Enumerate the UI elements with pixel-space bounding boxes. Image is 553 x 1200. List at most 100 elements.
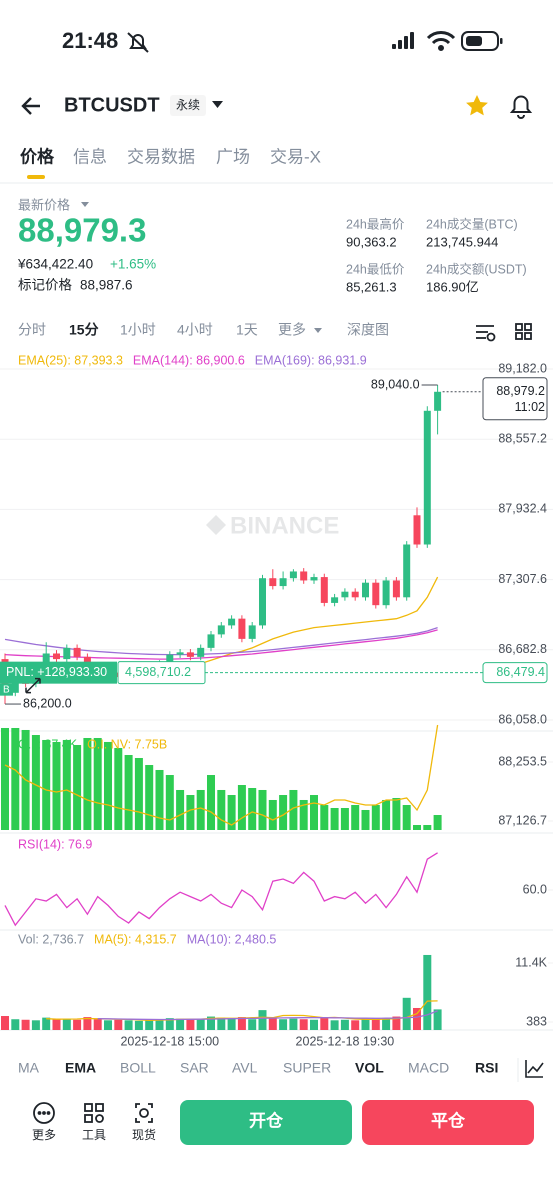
tab[interactable]: 交易-X: [270, 147, 321, 166]
bar: [248, 787, 257, 830]
candle-body: [434, 391, 442, 411]
candle-body: [248, 625, 256, 639]
indicator-tab[interactable]: MA: [18, 1060, 40, 1076]
indicator-tab[interactable]: SUPER: [283, 1060, 331, 1076]
indicator-tab[interactable]: BOLL: [120, 1060, 156, 1076]
interval-option[interactable]: 分时: [18, 322, 46, 338]
candle-body: [423, 410, 431, 545]
candle-body: [413, 515, 421, 545]
extreme-label: 89,040.0: [371, 377, 420, 391]
interval-option[interactable]: 更多: [278, 322, 306, 338]
indicator-tab[interactable]: RSI: [475, 1060, 498, 1076]
back-button[interactable]: [21, 97, 40, 115]
y-tick-label: 87,932.4: [498, 502, 547, 516]
y-tick-label: 87,307.6: [498, 572, 547, 586]
bar: [382, 799, 391, 830]
more-caret[interactable]: [314, 328, 322, 333]
bar: [351, 1020, 360, 1030]
bar: [104, 741, 112, 830]
tab[interactable]: 交易数据: [127, 147, 195, 166]
bar: [423, 825, 432, 830]
interval-option[interactable]: 1小时: [120, 322, 156, 338]
open-button-label[interactable]: 开仓: [249, 1110, 284, 1130]
action-label[interactable]: 工具: [82, 1128, 106, 1142]
last-price-tag: [482, 377, 548, 421]
interval-option[interactable]: 15分: [69, 322, 99, 338]
indicator-tab[interactable]: SAR: [180, 1060, 209, 1076]
last-price: 88,979.3: [18, 212, 146, 249]
indicator-tab[interactable]: EMA: [65, 1060, 96, 1076]
candle-body: [289, 571, 297, 579]
candle-body: [238, 618, 246, 639]
mark-price: 88,987.6: [80, 278, 133, 293]
chart-tools[interactable]: [525, 1060, 544, 1078]
bar: [165, 1018, 174, 1030]
candle-body: [217, 625, 225, 635]
y-tick-label: 383: [526, 1014, 547, 1028]
candle-body: [341, 591, 349, 598]
symbol-caret[interactable]: [212, 101, 223, 108]
candle-body: [63, 647, 71, 660]
candle-body: [310, 577, 318, 581]
bar: [227, 795, 236, 830]
layout-button[interactable]: [515, 323, 532, 340]
bar: [145, 1020, 154, 1030]
indicator-settings[interactable]: [476, 325, 496, 342]
tab[interactable]: 信息: [73, 147, 107, 166]
close-button[interactable]: [362, 1100, 534, 1145]
symbol[interactable]: BTCUSDT: [64, 94, 160, 116]
spot-icon[interactable]: [135, 1103, 153, 1123]
legend-entry: MA(5): 4,315.7: [94, 932, 177, 946]
bar: [42, 739, 51, 830]
countdown: 11:02: [515, 400, 545, 414]
interval-option[interactable]: 4小时: [177, 322, 213, 338]
bar: [237, 1017, 246, 1030]
bar: [351, 805, 360, 830]
battery-icon: [461, 31, 503, 51]
bar: [196, 789, 205, 830]
indicator-tab[interactable]: MACD: [408, 1060, 449, 1076]
y-tick-label: 88,253.5: [498, 754, 547, 768]
y-tick-label: 88,557.2: [498, 431, 547, 445]
interval-option[interactable]: 深度图: [347, 322, 389, 338]
more-icon[interactable]: [33, 1102, 55, 1124]
expand-icon[interactable]: [25, 677, 41, 694]
open-button[interactable]: [180, 1100, 352, 1145]
stat-label: 24h成交量(BTC): [426, 216, 518, 231]
last-price-label: 88,979.2: [496, 384, 545, 398]
bar: [73, 1019, 82, 1030]
indicator-tab[interactable]: VOL: [355, 1060, 384, 1076]
tab[interactable]: 价格: [20, 146, 55, 166]
bar: [62, 739, 71, 830]
pnl-tag[interactable]: [0, 661, 117, 684]
interval-option[interactable]: 1天: [236, 322, 258, 338]
y-tick-label: 86,682.8: [498, 642, 547, 656]
bar: [423, 954, 432, 1030]
bar: [361, 809, 370, 830]
x-tick-label: 2025-12-18 15:00: [120, 1034, 219, 1048]
price-change: +1.65%: [110, 257, 156, 272]
bar: [402, 805, 411, 830]
contract-badge: 永续: [176, 98, 200, 112]
stat-label: 24h最高价: [346, 216, 405, 231]
side: B: [3, 684, 10, 695]
indicator-line: [4, 724, 439, 826]
action-label[interactable]: 更多: [32, 1128, 56, 1142]
candle-body: [269, 578, 277, 587]
close-button-label[interactable]: 平仓: [431, 1110, 466, 1130]
x-tick-label: 2025-12-18 19:30: [296, 1034, 395, 1048]
candle-body: [351, 591, 359, 598]
y-tick-label: 60.0: [523, 882, 547, 896]
action-label[interactable]: 现货: [132, 1127, 156, 1142]
bar: [248, 1019, 257, 1030]
tools-icon[interactable]: [84, 1103, 104, 1123]
indicator-tab[interactable]: AVL: [232, 1060, 258, 1076]
tab[interactable]: 广场: [216, 147, 250, 166]
pnl[interactable]: PNL: +128,933.30: [6, 665, 107, 679]
size-tag: [117, 661, 206, 685]
bar: [217, 1017, 226, 1030]
notification-bell[interactable]: [509, 95, 533, 119]
bar: [207, 1016, 215, 1030]
bar: [268, 1017, 277, 1030]
favorite-star[interactable]: [466, 95, 488, 116]
